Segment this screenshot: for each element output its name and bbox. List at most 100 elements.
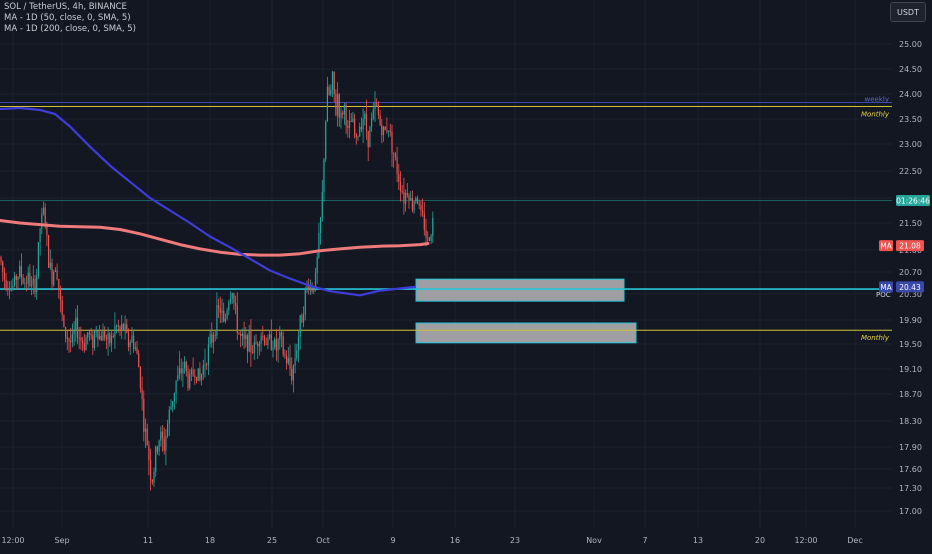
- candle-body[interactable]: [401, 191, 403, 193]
- candle-body[interactable]: [93, 331, 96, 348]
- candle-body[interactable]: [34, 278, 36, 293]
- candle-body[interactable]: [151, 479, 153, 483]
- candle-body[interactable]: [369, 126, 371, 148]
- candle-body[interactable]: [170, 406, 172, 410]
- candle-body[interactable]: [337, 94, 339, 116]
- candle-body[interactable]: [146, 428, 148, 446]
- candle-body[interactable]: [53, 271, 55, 285]
- candle-body[interactable]: [75, 317, 77, 331]
- candle-body[interactable]: [14, 275, 16, 286]
- candle-body[interactable]: [104, 330, 106, 339]
- candle-body[interactable]: [410, 198, 412, 201]
- candle-body[interactable]: [168, 409, 170, 424]
- candle-body[interactable]: [292, 365, 294, 381]
- candle-body[interactable]: [301, 315, 303, 323]
- candle-body[interactable]: [195, 377, 198, 381]
- candle-body[interactable]: [209, 333, 211, 345]
- candle-body[interactable]: [83, 343, 85, 351]
- candle-body[interactable]: [304, 288, 306, 315]
- candle-body[interactable]: [102, 330, 104, 341]
- candle-body[interactable]: [121, 323, 123, 331]
- candle-body[interactable]: [379, 115, 381, 125]
- candle-body[interactable]: [326, 86, 328, 122]
- candle-body[interactable]: [199, 368, 201, 381]
- candle-body[interactable]: [246, 335, 249, 352]
- candle-body[interactable]: [110, 336, 113, 344]
- candle-body[interactable]: [32, 278, 34, 284]
- candle-body[interactable]: [306, 285, 308, 289]
- candle-body[interactable]: [291, 368, 293, 381]
- candle-body[interactable]: [280, 332, 283, 337]
- candle-body[interactable]: [134, 347, 136, 349]
- candle-body[interactable]: [153, 471, 155, 483]
- candle-body[interactable]: [12, 285, 14, 289]
- candle-body[interactable]: [46, 224, 48, 236]
- candle-body[interactable]: [416, 198, 419, 204]
- candle-body[interactable]: [87, 332, 89, 338]
- candle-body[interactable]: [82, 340, 84, 344]
- candle-body[interactable]: [178, 368, 181, 376]
- candle-body[interactable]: [133, 335, 135, 349]
- candle-body[interactable]: [257, 343, 259, 347]
- candle-body[interactable]: [158, 440, 160, 452]
- candle-body[interactable]: [25, 282, 28, 284]
- candle-body[interactable]: [36, 275, 38, 293]
- candle-body[interactable]: [68, 339, 70, 341]
- candle-body[interactable]: [311, 285, 313, 292]
- candle-body[interactable]: [3, 272, 5, 280]
- candle-body[interactable]: [430, 235, 432, 241]
- candle-body[interactable]: [274, 339, 276, 348]
- candle-body[interactable]: [309, 285, 311, 290]
- candle-body[interactable]: [0, 257, 2, 262]
- candle-body[interactable]: [345, 104, 347, 126]
- candle-body[interactable]: [37, 242, 39, 276]
- candle-body[interactable]: [423, 213, 425, 230]
- candle-body[interactable]: [177, 375, 179, 381]
- candle-body[interactable]: [202, 365, 204, 375]
- candle-body[interactable]: [277, 339, 279, 351]
- candle-body[interactable]: [272, 347, 274, 350]
- candle-body[interactable]: [224, 318, 226, 322]
- candle-body[interactable]: [376, 103, 378, 106]
- candle-body[interactable]: [119, 326, 121, 331]
- candle-body[interactable]: [231, 293, 233, 299]
- candle-body[interactable]: [318, 232, 320, 257]
- candle-body[interactable]: [197, 368, 199, 381]
- candle-body[interactable]: [42, 207, 45, 214]
- candle-body[interactable]: [27, 272, 29, 284]
- candle-body[interactable]: [367, 131, 369, 148]
- candle-body[interactable]: [355, 134, 357, 138]
- candle-body[interactable]: [31, 283, 33, 287]
- candle-body[interactable]: [279, 332, 281, 340]
- candle-body[interactable]: [342, 112, 344, 115]
- candle-body[interactable]: [235, 302, 237, 306]
- candle-body[interactable]: [270, 334, 272, 350]
- candle-body[interactable]: [59, 289, 62, 301]
- candle-body[interactable]: [29, 272, 31, 287]
- candle-body[interactable]: [275, 339, 277, 351]
- candle-body[interactable]: [44, 207, 46, 225]
- supply-demand-zone[interactable]: [415, 322, 637, 344]
- candle-body[interactable]: [223, 310, 225, 322]
- candle-body[interactable]: [78, 337, 80, 339]
- candle-body[interactable]: [406, 193, 408, 195]
- candle-body[interactable]: [296, 350, 298, 359]
- candle-body[interactable]: [129, 342, 131, 348]
- candle-body[interactable]: [377, 105, 379, 116]
- candle-body[interactable]: [105, 338, 107, 340]
- candle-body[interactable]: [422, 210, 424, 214]
- candle-body[interactable]: [17, 276, 19, 280]
- candle-body[interactable]: [184, 361, 186, 369]
- candle-body[interactable]: [175, 380, 177, 393]
- candle-body[interactable]: [136, 347, 138, 354]
- candle-body[interactable]: [180, 368, 182, 374]
- candle-body[interactable]: [299, 315, 301, 337]
- candle-body[interactable]: [294, 358, 296, 366]
- candle-body[interactable]: [325, 121, 327, 160]
- candle-body[interactable]: [333, 71, 335, 95]
- candle-body[interactable]: [139, 367, 141, 389]
- candle-body[interactable]: [76, 317, 79, 338]
- candle-body[interactable]: [122, 323, 124, 330]
- candle-body[interactable]: [263, 335, 266, 345]
